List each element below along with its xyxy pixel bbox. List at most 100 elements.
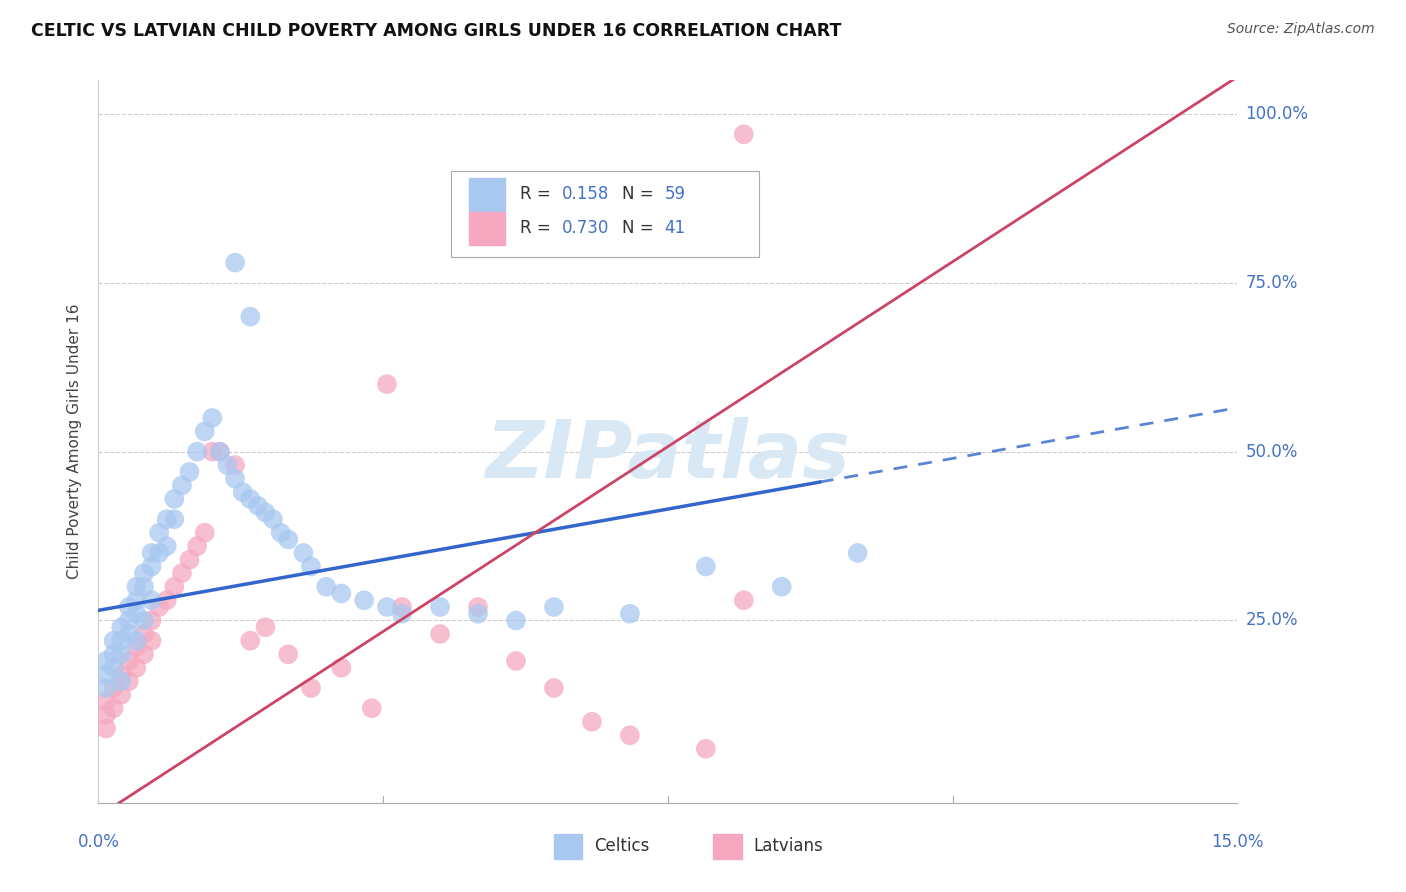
Point [125,633,148,648]
Point [94,722,117,736]
Point [148,525,170,540]
Point [118,674,141,689]
Text: Latvians: Latvians [754,838,823,855]
Point [156,593,179,607]
Point [110,647,132,661]
Point [141,559,163,574]
Text: R =: R = [520,186,555,203]
Point [695,741,717,756]
Point [125,607,148,621]
Point [141,614,163,628]
Point [467,599,489,614]
Point [467,607,489,621]
Point [232,485,254,500]
Point [224,458,246,472]
Point [148,546,170,560]
Point [170,478,193,492]
Point [132,614,155,628]
Point [277,647,299,661]
Point [103,647,125,661]
Point [141,633,163,648]
Point [141,546,163,560]
Point [201,411,224,425]
Point [125,661,148,675]
Point [224,472,246,486]
FancyBboxPatch shape [451,170,759,257]
Point [103,633,125,648]
Point [299,559,322,574]
Point [581,714,603,729]
Text: CELTIC VS LATVIAN CHILD POVERTY AMONG GIRLS UNDER 16 CORRELATION CHART: CELTIC VS LATVIAN CHILD POVERTY AMONG GI… [31,22,841,40]
Point [118,627,141,641]
FancyBboxPatch shape [468,178,505,211]
Text: N =: N = [623,219,659,237]
Point [94,694,117,708]
Point [262,512,284,526]
Point [375,377,398,392]
Point [179,465,201,479]
Point [619,607,641,621]
Text: 100.0%: 100.0% [1246,105,1309,123]
Point [163,512,186,526]
Point [103,681,125,695]
Point [163,580,186,594]
Text: 41: 41 [665,219,686,237]
Point [375,599,398,614]
Text: 0.730: 0.730 [562,219,609,237]
Point [239,633,262,648]
Text: 0.158: 0.158 [562,186,609,203]
Point [846,546,869,560]
Point [110,688,132,702]
Point [125,640,148,655]
Point [505,614,527,628]
Point [619,728,641,742]
Point [429,627,451,641]
Point [132,647,155,661]
Point [118,614,141,628]
Point [201,444,224,458]
Text: Celtics: Celtics [593,838,650,855]
Point [391,599,413,614]
FancyBboxPatch shape [554,833,582,859]
Point [186,444,208,458]
Point [733,128,755,142]
Point [315,580,337,594]
FancyBboxPatch shape [468,212,505,244]
Text: 15.0%: 15.0% [1211,833,1264,851]
Point [179,552,201,566]
Point [770,580,793,594]
Point [360,701,382,715]
Point [132,627,155,641]
Point [353,593,375,607]
Point [170,566,193,581]
Text: R =: R = [520,219,555,237]
Point [94,654,117,668]
Point [125,580,148,594]
Point [148,599,170,614]
Point [156,512,179,526]
Y-axis label: Child Poverty Among Girls Under 16: Child Poverty Among Girls Under 16 [67,304,83,579]
Point [254,505,277,519]
Point [110,674,132,689]
Point [94,708,117,723]
Point [118,599,141,614]
Point [110,667,132,681]
Point [110,620,132,634]
Point [208,444,231,458]
Text: 25.0%: 25.0% [1246,612,1298,630]
Point [217,458,239,472]
Point [270,525,292,540]
Point [330,586,353,600]
Text: ZIPatlas: ZIPatlas [485,417,851,495]
Text: 59: 59 [665,186,686,203]
Text: N =: N = [623,186,659,203]
Point [224,255,246,269]
Point [103,661,125,675]
Point [299,681,322,695]
Point [429,599,451,614]
Point [254,620,277,634]
Point [118,654,141,668]
Point [391,607,413,621]
Point [194,425,217,439]
Point [125,593,148,607]
